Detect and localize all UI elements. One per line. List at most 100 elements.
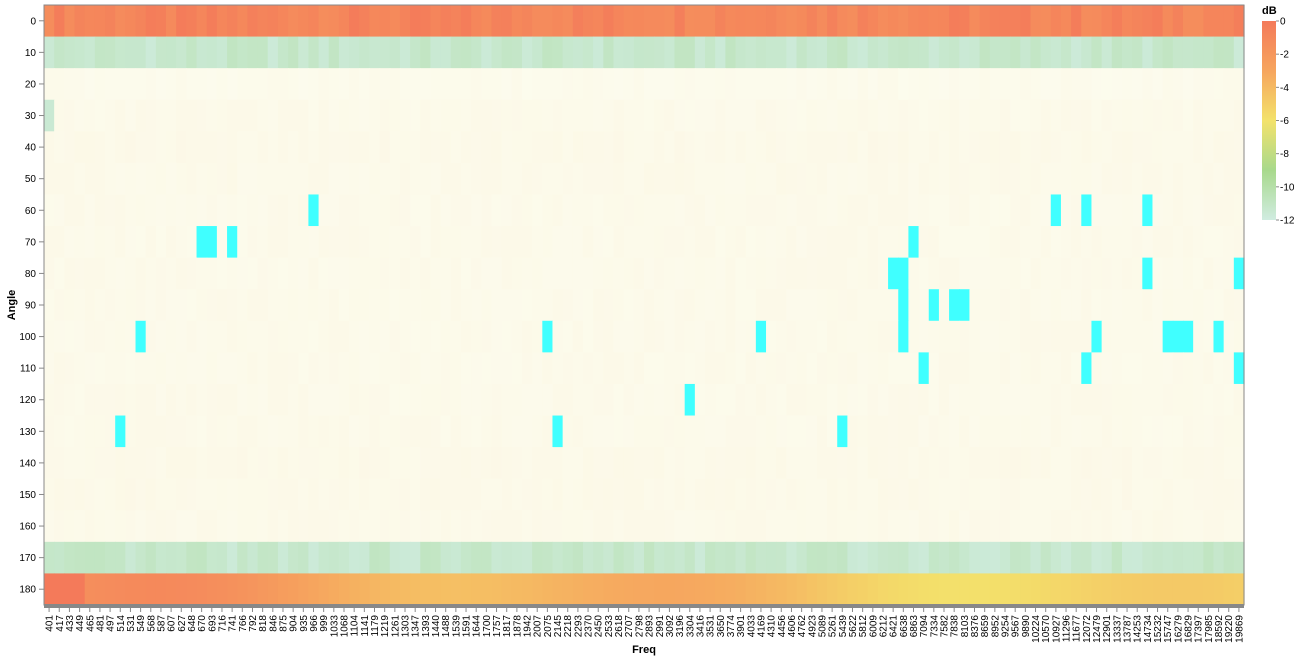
y-tick-label: 110 <box>20 364 36 375</box>
heatmap-cell <box>389 5 401 37</box>
heatmap-cell <box>999 36 1011 69</box>
legend-title: dB <box>1262 5 1277 17</box>
heatmap-cell <box>1162 541 1174 574</box>
heatmap-cell <box>521 447 533 480</box>
heatmap-cell <box>298 289 310 322</box>
heatmap-cell <box>1203 68 1215 101</box>
heatmap-cell <box>74 289 86 322</box>
heatmap-cell <box>369 541 381 574</box>
heatmap-cell <box>1040 510 1052 543</box>
heatmap-cell <box>1101 320 1113 353</box>
heatmap-cell <box>735 131 747 164</box>
heatmap-cell <box>603 226 615 259</box>
heatmap-cell <box>572 194 584 227</box>
heatmap-cell <box>806 510 818 543</box>
heatmap-cell <box>298 352 310 385</box>
heatmap-cell <box>1040 131 1052 164</box>
heatmap-cell <box>1142 131 1154 164</box>
heatmap-cell <box>1203 257 1215 290</box>
heatmap-cell <box>593 68 604 101</box>
heatmap-cell <box>94 194 106 227</box>
heatmap-cell <box>735 447 747 480</box>
heatmap-cell <box>969 194 981 227</box>
y-tick-label: 100 <box>19 332 36 343</box>
heatmap-cell <box>379 478 391 511</box>
heatmap-cell <box>684 36 696 69</box>
heatmap-cell <box>1050 289 1062 322</box>
heatmap-cell <box>644 510 655 543</box>
heatmap-cell <box>755 162 767 195</box>
heatmap-cell <box>847 257 859 290</box>
heatmap-cell <box>1203 415 1215 448</box>
heatmap-cell <box>166 99 177 132</box>
heatmap-cell <box>1142 541 1154 574</box>
heatmap-cell <box>1111 194 1123 227</box>
heatmap-cell <box>796 68 808 101</box>
heatmap-cell <box>450 226 462 259</box>
heatmap-cell <box>1132 320 1143 353</box>
heatmap-cell <box>125 289 137 322</box>
heatmap-cell <box>898 131 910 164</box>
heatmap-cell <box>54 383 65 416</box>
heatmap-cell <box>755 289 767 322</box>
heatmap-cell <box>867 99 879 132</box>
heatmap-cell <box>816 99 828 132</box>
x-tick-label: 4762 <box>797 615 808 638</box>
heatmap-cell <box>471 257 482 290</box>
heatmap-cell <box>1101 352 1113 385</box>
y-tick-label: 120 <box>19 395 36 406</box>
heatmap-cell <box>155 352 167 385</box>
heatmap-cell <box>796 573 808 606</box>
heatmap-cell <box>867 573 879 606</box>
heatmap-cell <box>735 257 747 290</box>
heatmap-cell <box>1132 36 1143 69</box>
x-tick-label: 1817 <box>502 615 513 638</box>
heatmap-cell <box>1020 352 1032 385</box>
heatmap-cell <box>227 383 238 416</box>
heatmap-cell <box>196 68 208 101</box>
heatmap-cell <box>542 289 554 322</box>
heatmap-cell <box>176 383 187 416</box>
heatmap-cell <box>176 320 187 353</box>
heatmap-cell <box>582 257 594 290</box>
heatmap-cell <box>1010 352 1021 385</box>
heatmap-cell <box>511 478 523 511</box>
heatmap-cell <box>1132 573 1143 606</box>
heatmap-cell <box>613 510 625 543</box>
heatmap-cell <box>928 5 940 37</box>
heatmap-cell <box>1121 478 1133 511</box>
heatmap-cell <box>379 36 391 69</box>
heatmap-cell <box>420 383 432 416</box>
heatmap-cell <box>257 289 269 322</box>
heatmap-cell <box>674 257 686 290</box>
heatmap-cell <box>430 99 442 132</box>
heatmap-cell <box>359 131 371 164</box>
heatmap-cell <box>74 573 86 606</box>
heatmap-cell <box>928 99 940 132</box>
heatmap-cell <box>1213 478 1225 511</box>
heatmap-cell <box>1152 131 1164 164</box>
heatmap-cell <box>115 36 126 69</box>
heatmap-cell <box>1182 257 1194 290</box>
heatmap-cell <box>379 289 391 322</box>
heatmap-cell <box>766 573 777 606</box>
heatmap-cell <box>135 289 147 322</box>
heatmap-cell <box>582 226 594 259</box>
x-tick-label: 10570 <box>1041 615 1052 643</box>
heatmap-cell <box>1223 68 1235 101</box>
heatmap-cell <box>125 383 137 416</box>
heatmap-cell <box>1050 320 1062 353</box>
heatmap-cell <box>176 478 187 511</box>
heatmap-cell <box>318 5 330 37</box>
heatmap-cell <box>1233 99 1245 132</box>
heatmap-cell <box>410 383 421 416</box>
heatmap-cell <box>115 415 126 448</box>
heatmap-cell <box>298 510 310 543</box>
heatmap-cell <box>888 162 899 195</box>
heatmap-cell <box>705 415 716 448</box>
heatmap-cell <box>735 383 747 416</box>
heatmap-cell <box>369 99 381 132</box>
heatmap-cell <box>786 5 798 37</box>
heatmap-cell <box>898 352 910 385</box>
x-tick-label: 1644 <box>472 615 483 638</box>
